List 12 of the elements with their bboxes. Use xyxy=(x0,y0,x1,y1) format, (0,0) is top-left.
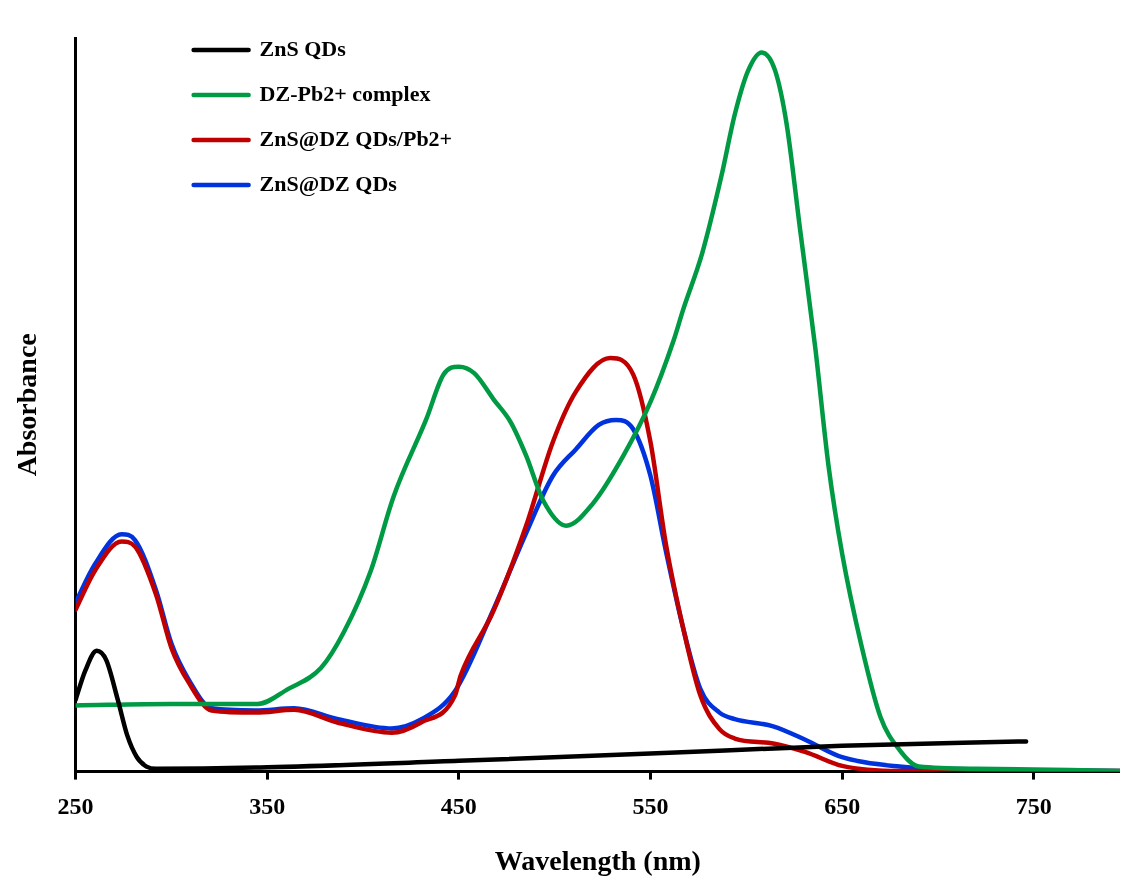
x-axis-title: Wavelength (nm) xyxy=(494,845,701,877)
legend-label: ZnS@DZ QDs xyxy=(259,170,398,196)
x-tick-label: 250 xyxy=(57,793,94,820)
legend-label: ZnS QDs xyxy=(259,35,347,61)
x-tick-label: 650 xyxy=(824,793,861,820)
x-tick-label: 750 xyxy=(1015,793,1052,820)
x-tick-label: 350 xyxy=(249,793,286,820)
x-tick-label: 450 xyxy=(440,793,477,820)
legend-label: DZ-Pb2+ complex xyxy=(259,80,431,106)
x-tick-label: 550 xyxy=(632,793,669,820)
y-axis-title: Absorbance xyxy=(11,333,43,477)
legend-label: ZnS@DZ QDs/Pb2+ xyxy=(259,125,453,151)
